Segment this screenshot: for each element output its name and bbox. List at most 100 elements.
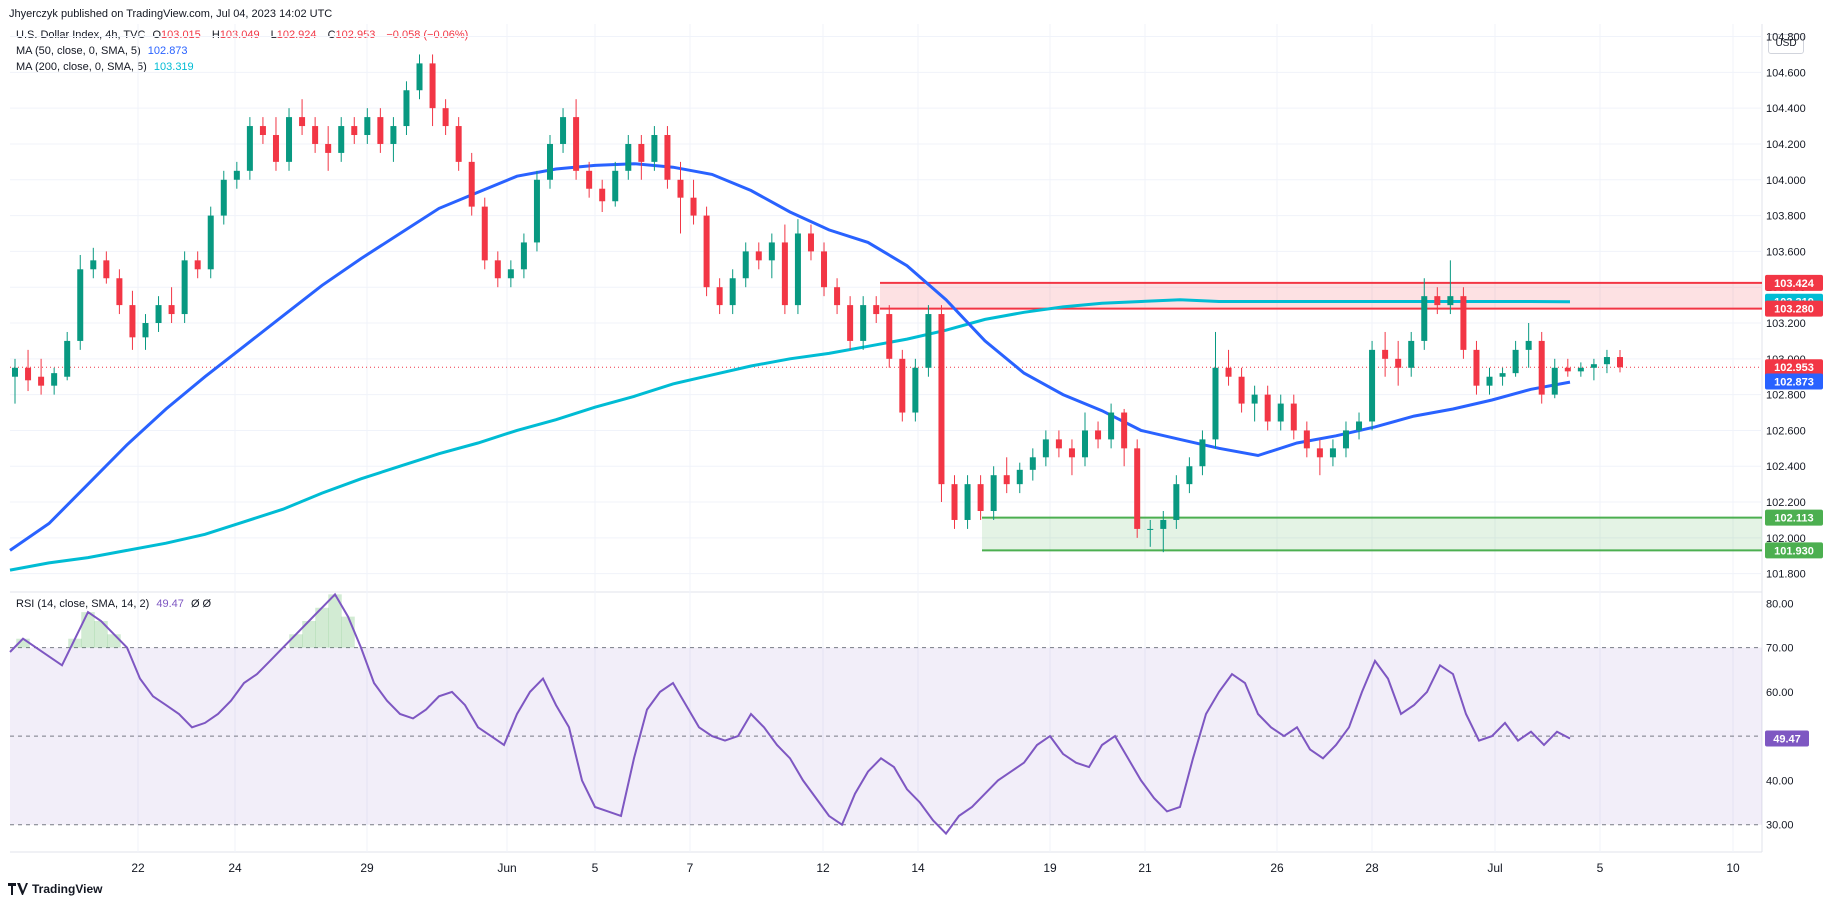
- candle-body: [664, 135, 671, 180]
- candle-body: [625, 143, 632, 171]
- candle-body: [873, 305, 880, 315]
- candle-body: [64, 340, 71, 377]
- candle-body: [51, 373, 58, 386]
- low-value: 102.924: [276, 29, 317, 41]
- symbol-title[interactable]: U.S. Dollar Index, 4h, TVC: [16, 29, 146, 41]
- candle-body: [77, 269, 84, 341]
- candle-body: [1525, 340, 1532, 350]
- candle-body: [168, 305, 175, 315]
- price-tick-label: 102.800: [1766, 390, 1806, 402]
- price-label-text: 102.113: [1774, 513, 1813, 525]
- price-label-bg: [1765, 300, 1823, 317]
- symbol-legend: U.S. Dollar Index, 4h, TVC O103.015 H103…: [16, 29, 472, 41]
- time-tick-label: 21: [1138, 861, 1152, 875]
- time-tick-label: 5: [1597, 861, 1604, 875]
- price-tick-label: 102.200: [1766, 497, 1806, 509]
- rsi-pane: [9, 592, 1762, 836]
- candle-body: [990, 475, 997, 512]
- candle-body: [1134, 448, 1141, 529]
- price-label-tag: 101.930: [1765, 542, 1823, 559]
- time-tick-label: 24: [228, 861, 242, 875]
- candle-body: [847, 305, 854, 341]
- candle-body: [533, 179, 540, 243]
- candle-body: [807, 233, 814, 252]
- candle-body: [1564, 367, 1571, 372]
- ma200-value: 103.319: [153, 61, 194, 73]
- price-tick-label: 104.800: [1766, 32, 1806, 44]
- candle-body: [207, 215, 214, 270]
- candle-body: [1186, 466, 1193, 485]
- candle-body: [1499, 373, 1506, 377]
- resistance-zone: [880, 282, 1762, 309]
- ma50-line: [9, 162, 1571, 552]
- candle-body: [129, 305, 136, 338]
- candle-body: [938, 314, 945, 485]
- support-zone: [982, 517, 1762, 551]
- open-label: O: [152, 29, 162, 41]
- price-label-tag: 103.280: [1765, 300, 1823, 317]
- ma50-value: 102.873: [147, 45, 188, 57]
- candle-body: [1173, 484, 1180, 520]
- candle-body: [1617, 357, 1623, 368]
- candle-body: [1460, 296, 1467, 350]
- candle-body: [403, 90, 410, 127]
- candle-body: [1395, 358, 1402, 368]
- currency-selector[interactable]: USD: [1768, 34, 1804, 54]
- price-tick-label: 102.600: [1766, 425, 1806, 437]
- candle-body: [103, 260, 110, 279]
- time-tick-label: 5: [592, 861, 599, 875]
- candle-body: [246, 126, 253, 171]
- rsi-tick-label: 40.00: [1766, 775, 1794, 787]
- candle-body: [1551, 367, 1558, 395]
- candle-body: [781, 242, 788, 306]
- candle-body: [925, 314, 932, 368]
- candle-body: [1003, 475, 1010, 485]
- price-label-tag: 102.113: [1765, 509, 1823, 526]
- candle-body: [1290, 403, 1297, 431]
- candle-body: [1055, 439, 1062, 449]
- candle-body: [860, 305, 867, 341]
- candle-body: [834, 287, 841, 306]
- tradingview-logo[interactable]: TradingView: [8, 882, 102, 896]
- candle-body: [468, 161, 475, 207]
- candle-body: [325, 143, 332, 153]
- candle-body: [312, 126, 319, 144]
- rsi-legend[interactable]: RSI (14, close, SMA, 14, 2) 49.47 Ø Ø: [16, 598, 215, 610]
- candle-body: [286, 117, 293, 162]
- price-label-text: 102.953: [1774, 362, 1814, 374]
- price-tick-label: 102.400: [1766, 461, 1806, 473]
- candle-body: [364, 117, 371, 136]
- price-label-tag: 102.873: [1765, 373, 1823, 390]
- candle-body: [259, 126, 266, 136]
- high-value: 103.049: [219, 29, 260, 41]
- close-label: C: [327, 29, 336, 41]
- price-tick-label: 103.200: [1766, 318, 1806, 330]
- candle-body: [716, 287, 723, 306]
- rsi-value: 49.47: [156, 598, 184, 610]
- price-label-bg: [1765, 542, 1823, 559]
- time-tick-label: 19: [1043, 861, 1057, 875]
- candle-body: [794, 233, 801, 306]
- candle-body: [951, 484, 958, 520]
- ma200-label: MA (200, close, 0, SMA, 5): [16, 61, 147, 73]
- rsi-band-fill: [10, 647, 1762, 825]
- candle-body: [1408, 340, 1415, 368]
- candle-body: [1016, 469, 1023, 485]
- price-label-text: 103.424: [1774, 278, 1815, 290]
- candle-body: [233, 170, 240, 180]
- candle-body: [1538, 340, 1545, 395]
- candle-body: [116, 278, 123, 306]
- candle-body: [38, 376, 45, 386]
- publisher-line: Jhyerczyk published on TradingView.com, …: [9, 8, 333, 20]
- time-tick-label: 22: [131, 861, 145, 875]
- close-value: 102.953: [335, 29, 376, 41]
- price-label-text: 102.873: [1774, 377, 1814, 389]
- time-tick-label: 26: [1270, 861, 1284, 875]
- ma200-legend[interactable]: MA (200, close, 0, SMA, 5) 103.319: [16, 61, 198, 73]
- moving-averages: [9, 162, 1571, 572]
- axes: 104.800 104.600 104.400 104.200 104.000 103.8…: [131, 32, 1805, 875]
- ma50-legend[interactable]: MA (50, close, 0, SMA, 5) 102.873: [16, 45, 192, 57]
- candle-body: [964, 484, 971, 520]
- candle-body: [1577, 367, 1584, 372]
